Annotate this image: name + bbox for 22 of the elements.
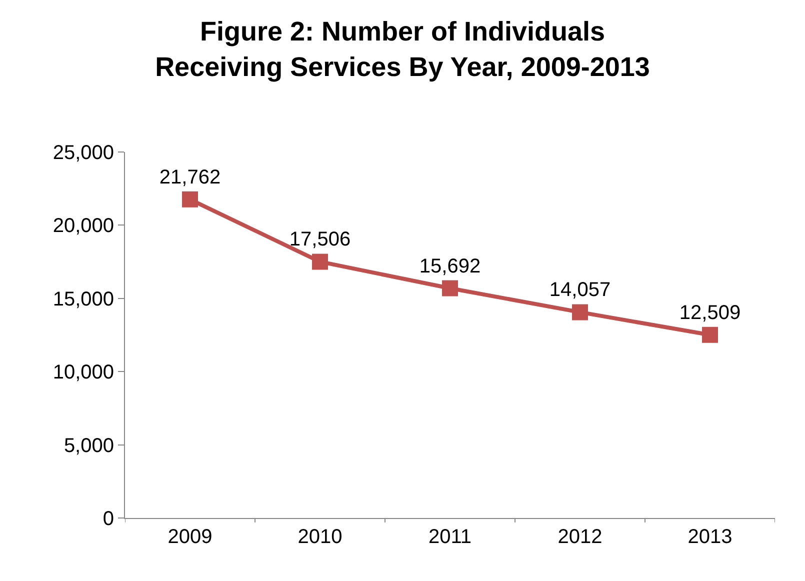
point	[702, 326, 718, 343]
y-tick-label: 5,000	[64, 434, 114, 457]
point	[182, 191, 198, 208]
x-tick-label: 2009	[168, 526, 212, 548]
y-tick-label: 0	[102, 508, 114, 530]
point	[442, 280, 458, 296]
y-tick-label: 15,000	[52, 288, 114, 310]
data-label: 21,762	[159, 166, 221, 188]
chart-title: Figure 2: Number of Individuals Receiving Services By Year, 2009-2013	[155, 16, 650, 82]
x-tick-label: 2010	[298, 526, 342, 548]
x-tick-label: 2012	[558, 526, 602, 548]
data-label: 14,057	[549, 279, 611, 302]
point	[312, 254, 328, 270]
x-tick-label: 2013	[688, 526, 732, 548]
data-label: 12,509	[679, 302, 741, 324]
data-label: 15,692	[419, 255, 481, 278]
y-tick-label: 25,000	[52, 142, 114, 164]
point	[572, 304, 588, 320]
data-label: 17,506	[289, 228, 351, 251]
y-tick-label: 20,000	[52, 215, 114, 238]
y-tick-label: 10,000	[52, 362, 114, 384]
x-tick-label: 2011	[428, 526, 472, 548]
